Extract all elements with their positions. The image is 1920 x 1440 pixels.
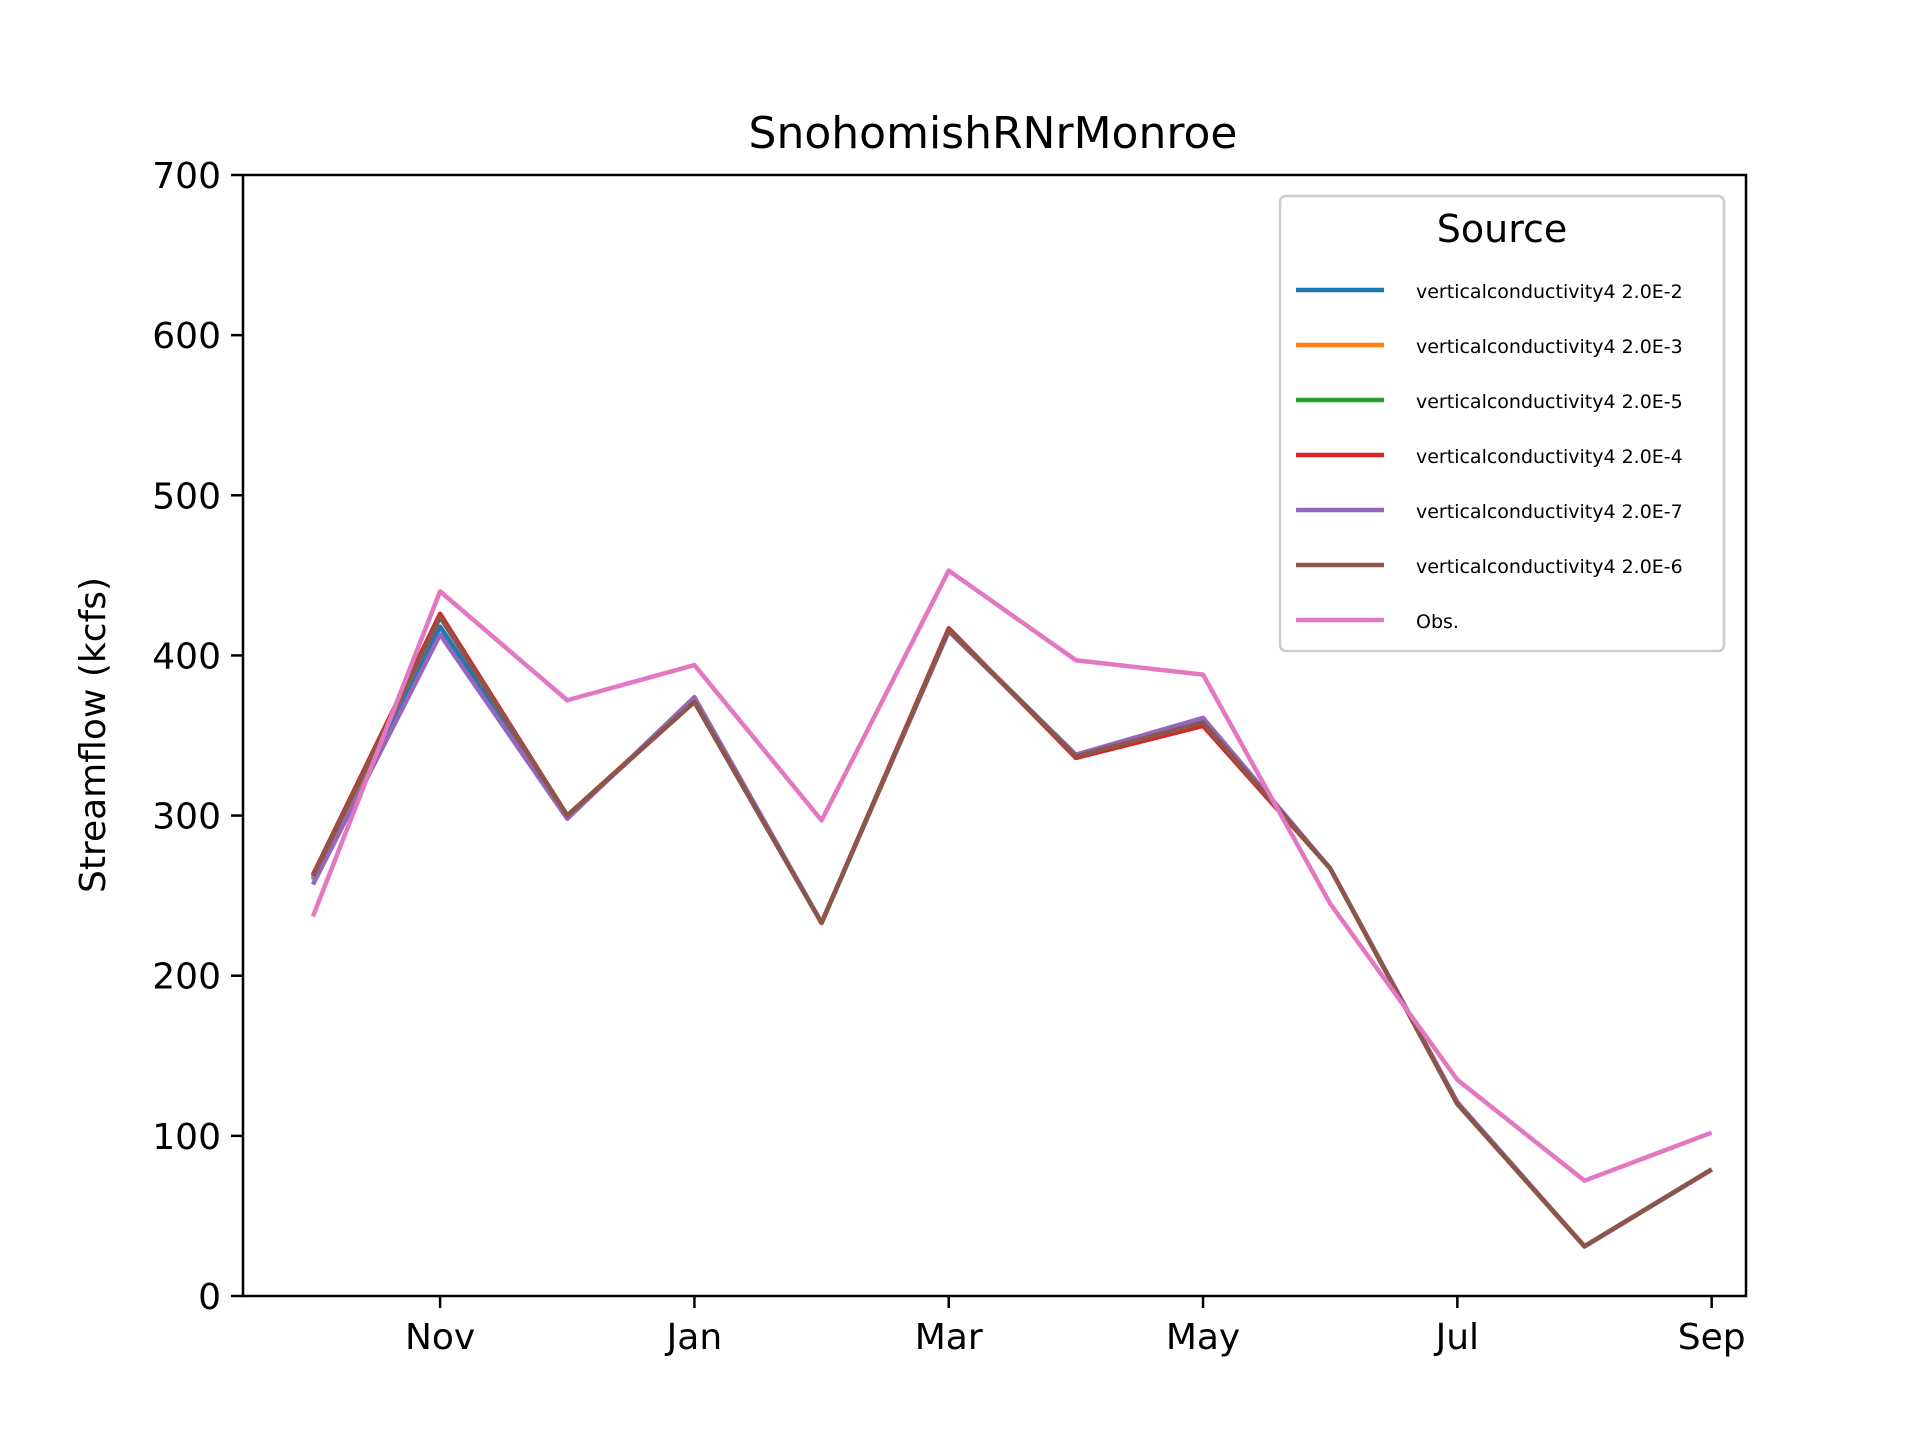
y-tick-label: 200 xyxy=(152,957,221,998)
x-tick-label-nov: Nov xyxy=(405,1317,475,1358)
y-axis-label: Streamflow (kcfs) xyxy=(73,577,114,893)
y-tick-label: 500 xyxy=(152,476,221,517)
y-tick-label: 600 xyxy=(152,316,221,357)
y-tick-label: 100 xyxy=(152,1117,221,1158)
x-tick-label-jul: Jul xyxy=(1434,1317,1479,1358)
series-lines xyxy=(310,568,1713,1249)
legend: Source verticalconductivity4 2.0E-2verti… xyxy=(1278,194,1726,653)
legend-label: verticalconductivity4 2.0E-4 xyxy=(1416,446,1683,468)
y-tick-label: 300 xyxy=(152,797,221,838)
legend-box xyxy=(1278,194,1726,653)
legend-label: verticalconductivity4 2.0E-3 xyxy=(1416,336,1683,358)
legend-label: Obs. xyxy=(1416,611,1459,633)
legend-label: verticalconductivity4 2.0E-5 xyxy=(1416,391,1683,413)
y-tick-label: 400 xyxy=(152,636,221,677)
x-axis-ticks: Nov Jan Mar May Jul Sep xyxy=(405,1296,1746,1358)
y-tick-label: 0 xyxy=(198,1277,221,1318)
legend-label: verticalconductivity4 2.0E-7 xyxy=(1416,501,1683,523)
x-tick-label-jan: Jan xyxy=(665,1317,723,1358)
plot-frame xyxy=(241,173,1748,1298)
legend-label: verticalconductivity4 2.0E-6 xyxy=(1416,556,1683,578)
y-axis-ticks: 0 100 200 300 400 500 600 700 xyxy=(152,156,243,1318)
x-tick-label-may: May xyxy=(1166,1317,1240,1358)
x-tick-label-mar: Mar xyxy=(915,1317,983,1358)
legend-items: verticalconductivity4 2.0E-2 verticalcond… xyxy=(1296,281,1683,633)
legend-label: verticalconductivity4 2.0E-2 xyxy=(1416,281,1683,303)
legend-title: Source xyxy=(1437,207,1568,251)
y-tick-label: 700 xyxy=(152,156,221,197)
series-line-5 xyxy=(310,614,1713,1249)
series-line-6 xyxy=(310,568,1713,1183)
x-tick-label-sep: Sep xyxy=(1678,1317,1746,1358)
chart-title: SnohomishRNrMonroe xyxy=(749,108,1238,159)
